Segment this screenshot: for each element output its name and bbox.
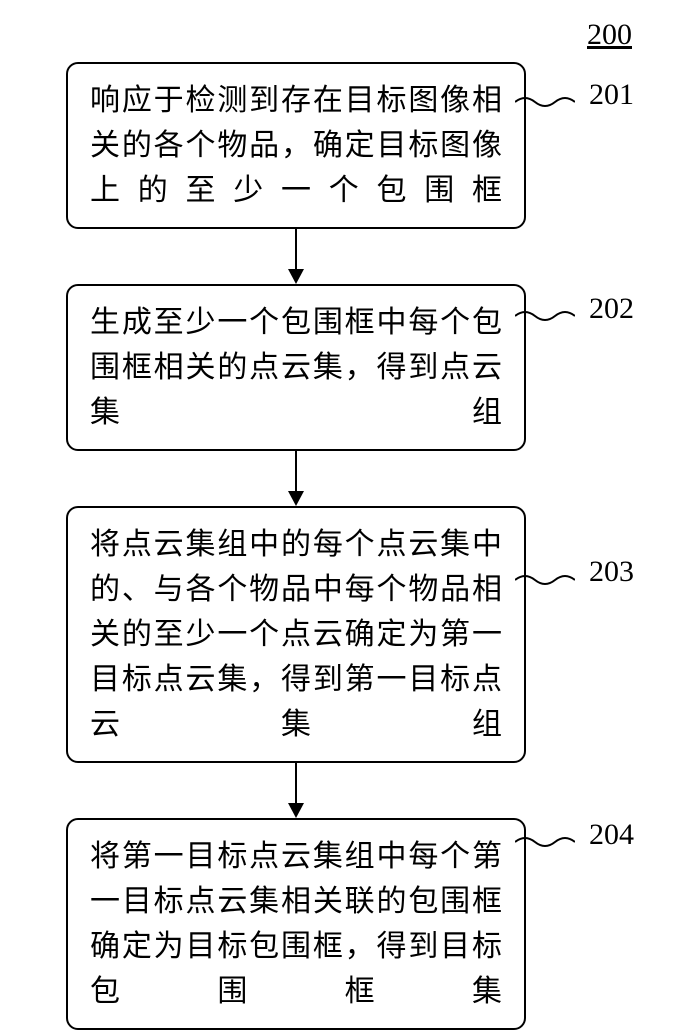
node-text: 将点云集组中的每个点云集中的、与各个物品中每个物品相关的至少一个点云确定为第一目…: [90, 528, 502, 741]
figure-number: 200: [587, 18, 632, 52]
node-text: 生成至少一个包围框中每个包围框相关的点云集，得到点云集组: [90, 306, 502, 429]
step-label-201: 201: [589, 78, 634, 112]
node-text: 响应于检测到存在目标图像相关的各个物品，确定目标图像上的至少一个包围框: [90, 84, 502, 207]
flowchart-node-203: 将点云集组中的每个点云集中的、与各个物品中每个物品相关的至少一个点云确定为第一目…: [66, 506, 526, 763]
connector-line: [515, 832, 575, 852]
wavy-connector-icon: [515, 832, 575, 852]
wavy-connector-icon: [515, 570, 575, 590]
connector-line: [515, 570, 575, 590]
arrow-connector: [66, 451, 526, 506]
wavy-connector-icon: [515, 306, 575, 326]
flowchart-diagram: 200 响应于检测到存在目标图像相关的各个物品，确定目标图像上的至少一个包围框 …: [0, 0, 697, 1000]
connector-line: [515, 92, 575, 112]
flowchart-node-202: 生成至少一个包围框中每个包围框相关的点云集，得到点云集组: [66, 284, 526, 451]
arrow-down-icon: [285, 229, 307, 284]
node-text: 将第一目标点云集组中每个第一目标点云集相关联的包围框确定为目标包围框，得到目标包…: [90, 840, 502, 1008]
arrow-connector: [66, 229, 526, 284]
flowchart-node-204: 将第一目标点云集组中每个第一目标点云集相关联的包围框确定为目标包围框，得到目标包…: [66, 818, 526, 1030]
arrow-down-icon: [285, 451, 307, 506]
arrow-down-icon: [285, 763, 307, 818]
arrow-connector: [66, 763, 526, 818]
flowchart-node-201: 响应于检测到存在目标图像相关的各个物品，确定目标图像上的至少一个包围框: [66, 62, 526, 229]
step-label-203: 203: [589, 555, 634, 589]
wavy-connector-icon: [515, 92, 575, 112]
flowchart-body: 响应于检测到存在目标图像相关的各个物品，确定目标图像上的至少一个包围框 生成至少…: [0, 20, 697, 1030]
step-label-204: 204: [589, 818, 634, 852]
connector-line: [515, 306, 575, 326]
step-label-202: 202: [589, 292, 634, 326]
